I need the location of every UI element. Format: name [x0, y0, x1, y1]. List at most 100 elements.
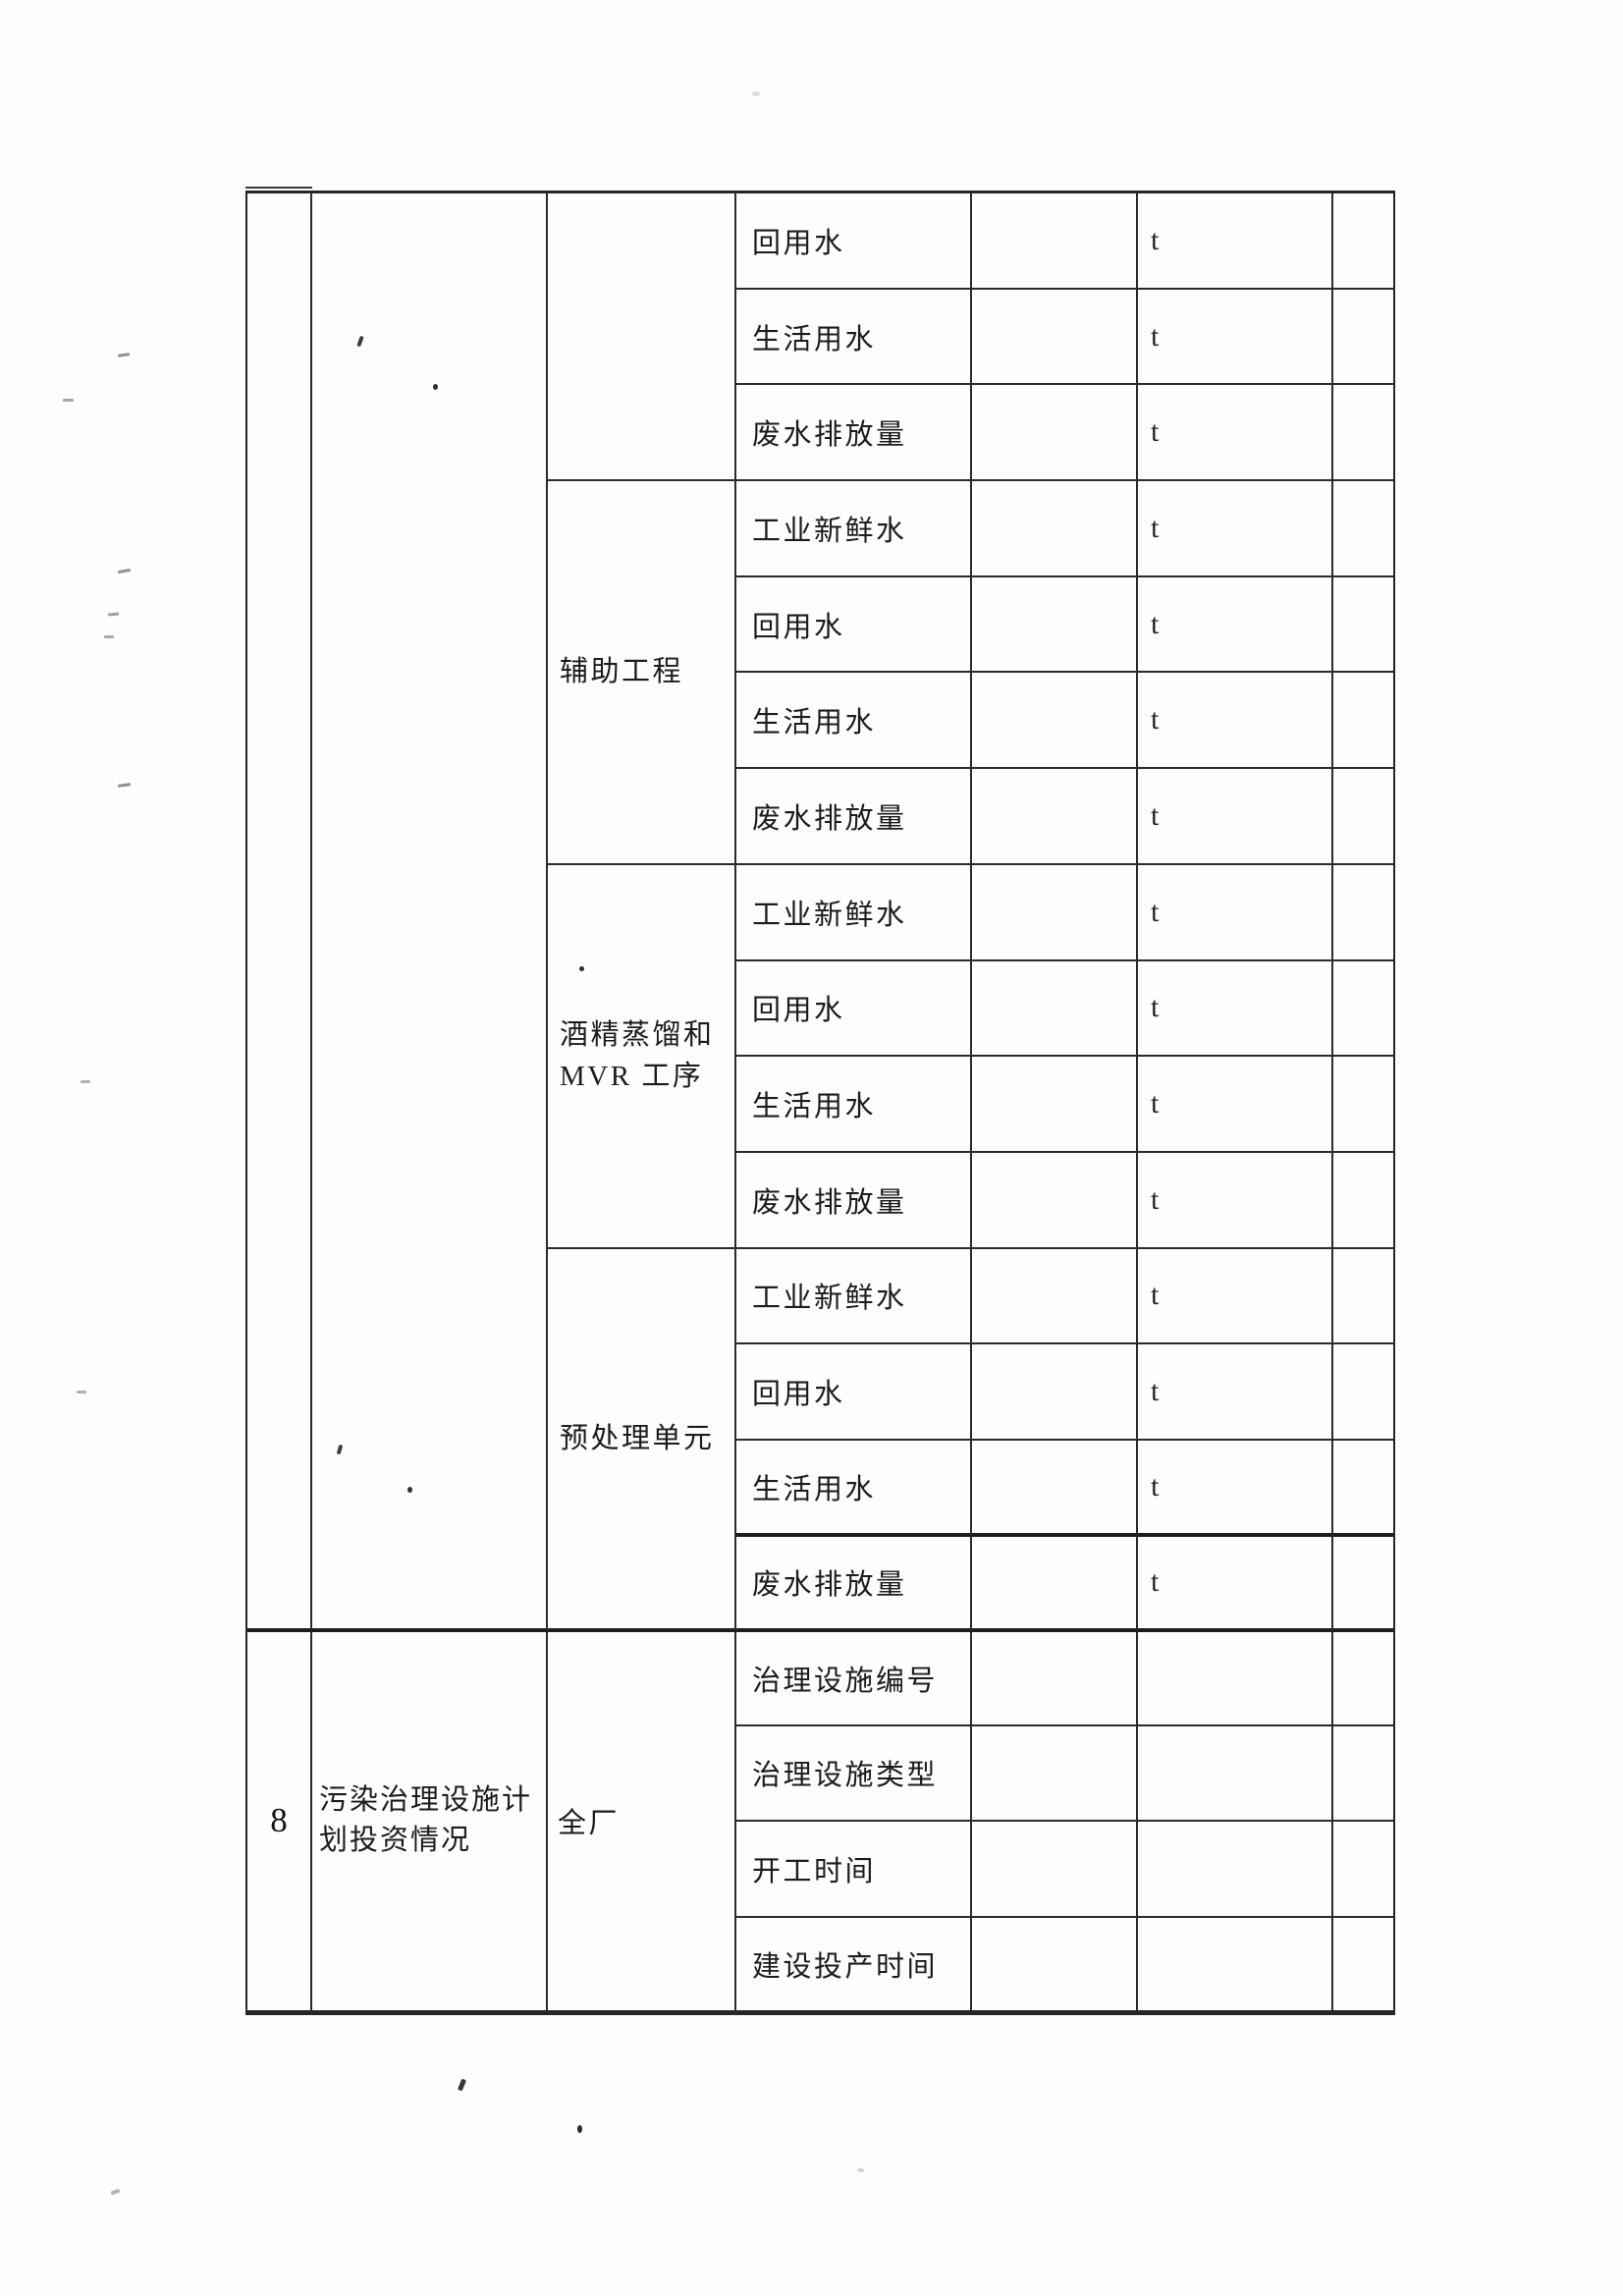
scan-speck	[407, 1487, 412, 1493]
water-section-category-cell	[312, 193, 548, 1632]
group-name-line: 酒精蒸馏和	[560, 1019, 715, 1052]
water-row-extra-cell	[1333, 1537, 1393, 1632]
water-row-label: 废水排放量	[736, 1152, 972, 1249]
investment-row-label: 建设投产时间	[736, 1917, 972, 2010]
water-row-label: 废水排放量	[736, 385, 972, 482]
water-row-extra-cell	[1333, 769, 1393, 865]
investment-row-extra-cell	[1333, 1822, 1393, 1918]
water-row-unit: t	[1138, 673, 1333, 770]
water-row-label: 生活用水	[736, 1057, 972, 1153]
investment-row-label: 治理设施类型	[736, 1725, 972, 1822]
water-row-extra-cell	[1333, 193, 1393, 290]
group-name-line: 预处理单元	[560, 1422, 715, 1454]
investment-row-extra-cell	[1333, 1726, 1393, 1822]
water-row-unit: t	[1138, 1248, 1333, 1345]
water-row-extra-cell	[1333, 865, 1393, 961]
water-row-unit: t	[1138, 1536, 1333, 1632]
water-row-extra-cell	[1333, 577, 1393, 674]
scan-line-stub	[245, 187, 312, 189]
water-row-value-cell	[972, 576, 1138, 674]
water-row-unit: t	[1138, 481, 1333, 577]
water-row-label: 回用水	[736, 960, 972, 1058]
water-row-value-cell	[972, 1536, 1138, 1632]
investment-row-value-cell	[972, 1821, 1138, 1918]
water-row-extra-cell	[1333, 673, 1393, 770]
water-row-value-cell	[972, 1248, 1138, 1345]
group-cell-pretreatment-unit: 预处理单元	[548, 1248, 736, 1632]
water-row-unit: t	[1138, 289, 1333, 386]
scan-speck	[579, 966, 584, 971]
investment-row-label: 开工时间	[736, 1821, 972, 1918]
water-row-value-cell	[972, 960, 1138, 1058]
water-row-extra-cell	[1333, 1153, 1393, 1249]
form-table: 辅助工程 酒精蒸馏和 MVR 工序 预处理单元 回用水 t 生活用水 t 废水排…	[245, 191, 1395, 2015]
investment-row-number: 8	[247, 1631, 312, 2010]
group-cell-auxiliary-works: 辅助工程	[548, 481, 736, 865]
investment-scope-cell: 全厂	[548, 1631, 736, 2010]
scan-speck	[457, 2078, 467, 2092]
investment-row-extra-cell	[1333, 1918, 1393, 2010]
water-row-value-cell	[972, 289, 1138, 386]
scan-speck	[117, 783, 132, 788]
water-row-value-cell	[972, 385, 1138, 482]
investment-category-cell: 污染治理设施计 划投资情况	[312, 1631, 548, 2010]
water-row-unit: t	[1138, 193, 1333, 290]
investment-row-unit	[1138, 1631, 1333, 1726]
water-row-value-cell	[972, 481, 1138, 577]
water-row-value-cell	[972, 769, 1138, 865]
water-row-label: 工业新鲜水	[736, 864, 972, 961]
investment-row-value-cell	[972, 1631, 1138, 1726]
group-cell-distillation-mvr: 酒精蒸馏和 MVR 工序	[548, 864, 736, 1249]
scan-speck	[577, 2125, 582, 2133]
water-row-label: 废水排放量	[736, 1536, 972, 1632]
scan-speck	[81, 1080, 90, 1083]
water-row-label: 生活用水	[736, 1440, 972, 1537]
water-row-unit: t	[1138, 1440, 1333, 1537]
scan-speck	[110, 2188, 121, 2196]
water-row-label: 回用水	[736, 1344, 972, 1441]
water-row-unit: t	[1138, 864, 1333, 961]
water-row-label: 废水排放量	[736, 769, 972, 865]
water-row-unit: t	[1138, 769, 1333, 865]
investment-row-unit	[1138, 1725, 1333, 1822]
water-row-extra-cell	[1333, 1344, 1393, 1441]
water-row-extra-cell	[1333, 385, 1393, 482]
scan-speck	[107, 612, 120, 617]
water-row-unit: t	[1138, 385, 1333, 482]
group-name-line: 辅助工程	[560, 656, 684, 688]
investment-row-label: 治理设施编号	[736, 1631, 972, 1726]
investment-category-line: 污染治理设施计	[319, 1784, 533, 1817]
water-row-extra-cell	[1333, 1441, 1393, 1537]
water-section-number-cell	[247, 193, 312, 1632]
water-row-unit: t	[1138, 1152, 1333, 1249]
investment-row-unit	[1138, 1821, 1333, 1918]
water-row-label: 生活用水	[736, 673, 972, 770]
investment-row-value-cell	[972, 1917, 1138, 2010]
scan-speck	[63, 399, 74, 402]
water-row-extra-cell	[1333, 1249, 1393, 1345]
investment-row-unit	[1138, 1917, 1333, 2010]
water-row-extra-cell	[1333, 290, 1393, 386]
water-row-value-cell	[972, 673, 1138, 770]
water-row-value-cell	[972, 1152, 1138, 1249]
scan-speck	[433, 384, 438, 390]
water-row-value-cell	[972, 1057, 1138, 1153]
scan-speck	[104, 635, 114, 638]
water-row-label: 回用水	[736, 193, 972, 290]
water-row-value-cell	[972, 193, 1138, 290]
investment-row-value-cell	[972, 1725, 1138, 1822]
group-cell-continued	[548, 193, 736, 482]
water-row-value-cell	[972, 1440, 1138, 1537]
water-row-label: 工业新鲜水	[736, 481, 972, 577]
water-row-unit: t	[1138, 960, 1333, 1058]
scan-speck	[752, 91, 760, 96]
water-row-label: 生活用水	[736, 289, 972, 386]
investment-category-line: 划投资情况	[319, 1825, 472, 1857]
water-row-extra-cell	[1333, 481, 1393, 577]
water-row-label: 工业新鲜水	[736, 1248, 972, 1345]
water-row-unit: t	[1138, 1344, 1333, 1441]
group-name-line: MVR 工序	[560, 1061, 704, 1093]
water-row-value-cell	[972, 864, 1138, 961]
water-row-extra-cell	[1333, 1057, 1393, 1153]
